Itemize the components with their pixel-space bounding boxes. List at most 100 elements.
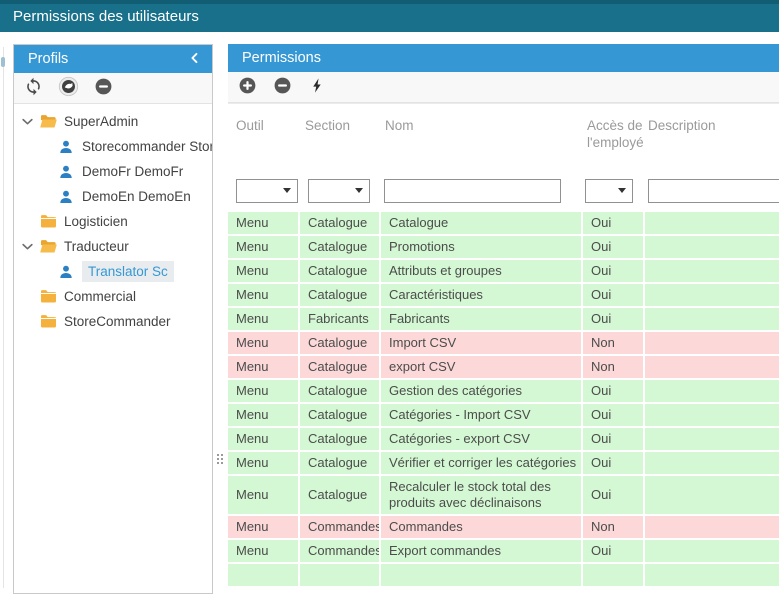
column-header-description[interactable]: Description (648, 118, 716, 133)
cell-acces: Oui (583, 380, 645, 402)
folder-icon (38, 312, 58, 332)
filter-section-select[interactable] (308, 179, 370, 203)
panel-splitter-handle[interactable] (216, 454, 224, 464)
table-row[interactable]: Menu Commandes Export commandes Oui (228, 540, 779, 564)
user-icon (56, 137, 76, 157)
remove-circle-button[interactable] (93, 78, 114, 99)
lightning-button[interactable] (307, 77, 328, 98)
table-row[interactable] (228, 564, 779, 588)
cell-outil (228, 564, 300, 586)
filter-acces-select[interactable] (585, 179, 633, 203)
cell-section: Catalogue (300, 212, 381, 234)
table-row[interactable]: Menu Catalogue Promotions Oui (228, 236, 779, 260)
cell-description (645, 212, 779, 234)
column-header-section[interactable]: Section (305, 118, 351, 133)
tree-item-storecommander-stor[interactable]: Storecommander Stor (14, 134, 212, 159)
column-header-acces[interactable]: Accès de l'employé (587, 118, 644, 150)
tree-item-traducteur[interactable]: Traducteur (14, 234, 212, 259)
table-row[interactable]: Menu Fabricants Fabricants Oui (228, 308, 779, 332)
filter-nom-input[interactable] (384, 179, 561, 203)
prestashop-icon (58, 76, 79, 100)
add-circle-button[interactable] (237, 77, 258, 98)
tree-item-translator-sc[interactable]: Translator Sc (14, 259, 212, 284)
grid-filter-row (228, 179, 779, 212)
table-row[interactable]: Menu Catalogue Catalogue Oui (228, 212, 779, 236)
user-icon (56, 262, 76, 282)
filter-description-input[interactable] (648, 179, 779, 203)
cell-description (645, 332, 779, 354)
table-row[interactable]: Menu Catalogue Catégories - export CSV Oui (228, 428, 779, 452)
collapsed-panel-handle[interactable] (1, 57, 5, 67)
table-row[interactable]: Menu Catalogue Vérifier et corriger les ca… (228, 452, 779, 476)
chevron-left-icon (188, 51, 202, 68)
profils-panel-header: Profils (14, 45, 212, 73)
table-row[interactable]: Menu Catalogue Gestion des catégories Oui (228, 380, 779, 404)
column-header-outil[interactable]: Outil (236, 118, 264, 133)
cell-section: Catalogue (300, 476, 381, 514)
cell-nom: Commandes (381, 516, 583, 538)
tree-item-commercial[interactable]: Commercial (14, 284, 212, 309)
tree-item-demoen-demoen[interactable]: DemoEn DemoEn (14, 184, 212, 209)
remove-circle-icon (94, 77, 113, 99)
cell-section: Catalogue (300, 236, 381, 258)
table-row[interactable]: Menu Commandes Commandes Non (228, 516, 779, 540)
permissions-toolbar (228, 72, 779, 103)
permissions-grid: Menu Catalogue Catalogue Oui Menu Catalogue Pr… (228, 212, 779, 588)
cell-description (645, 516, 779, 538)
cell-outil: Menu (228, 332, 300, 354)
prestashop-button[interactable] (58, 76, 79, 100)
refresh-button[interactable] (23, 77, 44, 99)
grid-column-headers: Outil Section Nom Accès de l'employé Des… (228, 103, 779, 179)
cell-description (645, 380, 779, 402)
refresh-icon (24, 77, 43, 99)
table-row[interactable]: Menu Catalogue Attributs et groupes Oui (228, 260, 779, 284)
filter-outil-select[interactable] (236, 179, 298, 203)
cell-description (645, 284, 779, 306)
tree-item-label: Translator Sc (82, 261, 174, 282)
table-row[interactable]: Menu Catalogue Catégories - Import CSV Oui (228, 404, 779, 428)
cell-nom (381, 564, 583, 586)
tree-item-label: Commercial (64, 289, 137, 304)
folder-open-icon (38, 237, 58, 257)
tree-item-storecommander[interactable]: StoreCommander (14, 309, 212, 334)
cell-section: Commandes (300, 516, 381, 538)
cell-section: Catalogue (300, 404, 381, 426)
cell-acces (583, 564, 645, 586)
tree-item-demofr-demofr[interactable]: DemoFr DemoFr (14, 159, 212, 184)
cell-description (645, 428, 779, 450)
cell-nom: Attributs et groupes (381, 260, 583, 282)
tree-item-label: DemoFr DemoFr (82, 164, 184, 179)
profils-panel-title: Profils (28, 51, 69, 67)
cell-section (300, 564, 381, 586)
cell-section: Fabricants (300, 308, 381, 330)
tree-item-logisticien[interactable]: Logisticien (14, 209, 212, 234)
chevron-down-icon[interactable] (17, 115, 38, 128)
remove-circle-button[interactable] (272, 77, 293, 98)
cell-description (645, 236, 779, 258)
cell-section: Catalogue (300, 284, 381, 306)
cell-acces: Oui (583, 308, 645, 330)
table-row[interactable]: Menu Catalogue Caractéristiques Oui (228, 284, 779, 308)
dropdown-caret-icon (618, 188, 626, 193)
chevron-down-icon[interactable] (17, 240, 38, 253)
cell-section: Catalogue (300, 428, 381, 450)
cell-acces: Oui (583, 428, 645, 450)
cell-description (645, 308, 779, 330)
cell-acces: Non (583, 516, 645, 538)
cell-nom: Vérifier et corriger les catégories (381, 452, 583, 474)
cell-description (645, 404, 779, 426)
cell-description (645, 356, 779, 378)
profils-toolbar (14, 73, 212, 104)
table-row[interactable]: Menu Catalogue export CSV Non (228, 356, 779, 380)
dropdown-caret-icon (283, 188, 291, 193)
tree-item-superadmin[interactable]: SuperAdmin (14, 109, 212, 134)
cell-nom: Catalogue (381, 212, 583, 234)
column-header-nom[interactable]: Nom (385, 118, 414, 133)
cell-nom: Gestion des catégories (381, 380, 583, 402)
table-row[interactable]: Menu Catalogue Import CSV Non (228, 332, 779, 356)
cell-section: Catalogue (300, 380, 381, 402)
tree-item-label: StoreCommander (64, 314, 171, 329)
cell-acces: Oui (583, 236, 645, 258)
collapse-panel-button[interactable] (188, 51, 202, 68)
table-row[interactable]: Menu Catalogue Recalculer le stock total d… (228, 476, 779, 516)
